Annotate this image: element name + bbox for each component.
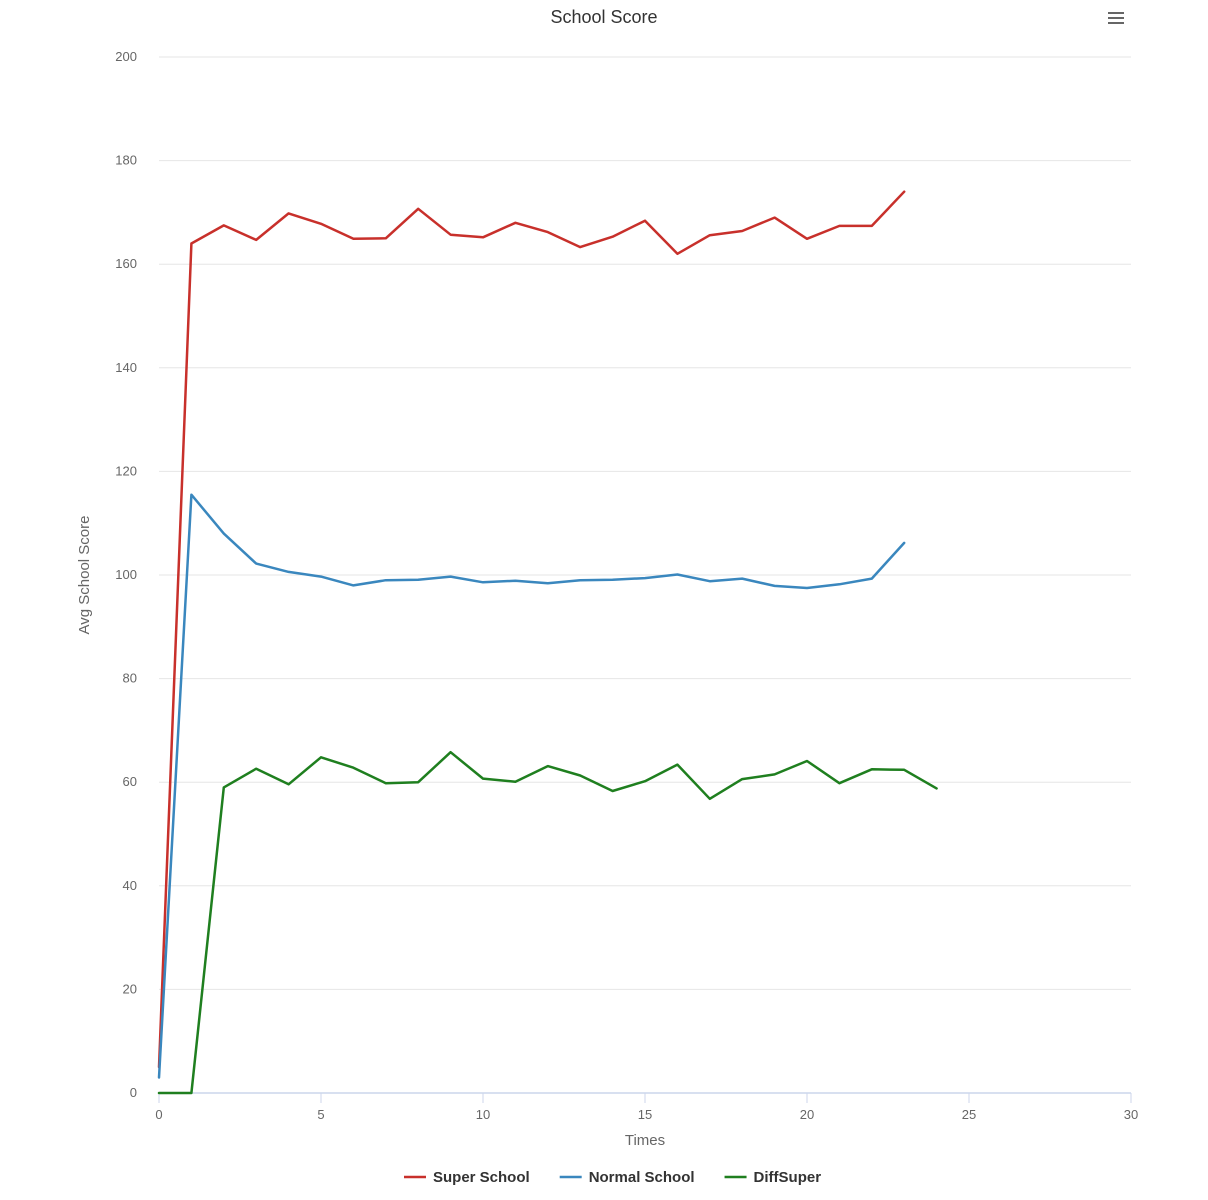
y-tick-label: 0	[130, 1085, 137, 1100]
legend-label: Normal School	[589, 1169, 695, 1186]
series-line-super-school	[157, 190, 906, 1069]
x-tick-label: 25	[962, 1107, 976, 1122]
y-tick-label: 120	[115, 463, 137, 478]
y-axis-ticks: 0 20 40 60 80 100 120 140 160 180 200	[115, 49, 137, 1100]
y-tick-label: 100	[115, 567, 137, 582]
y-tick-label: 60	[123, 774, 137, 789]
x-tick-label: 20	[800, 1107, 814, 1122]
y-axis-title: Avg School Score	[76, 516, 93, 635]
hamburger-menu-icon	[1108, 12, 1124, 24]
x-tick-label: 30	[1124, 1107, 1138, 1122]
y-tick-label: 80	[123, 671, 137, 686]
x-axis-title: Times	[625, 1132, 665, 1149]
grid-lines	[159, 56, 1131, 990]
y-tick-label: 20	[123, 981, 137, 996]
x-tick-label: 15	[638, 1107, 652, 1122]
x-tick-label: 10	[476, 1107, 490, 1122]
x-axis: 0 5 10 15 20 25 30	[155, 1092, 1138, 1122]
series-line-normal-school	[157, 493, 906, 1079]
legend-item[interactable]: Super School	[404, 1169, 530, 1186]
x-tick-label: 0	[155, 1107, 162, 1122]
legend: Super School Normal School DiffSuper	[404, 1169, 821, 1186]
chart-title: School Score	[550, 7, 657, 27]
legend-label: DiffSuper	[754, 1169, 822, 1186]
y-tick-label: 160	[115, 256, 137, 271]
y-tick-label: 200	[115, 49, 137, 64]
y-tick-label: 140	[115, 360, 137, 375]
y-tick-label: 180	[115, 153, 137, 168]
legend-item[interactable]: DiffSuper	[724, 1169, 822, 1186]
menu-button[interactable]	[1100, 6, 1132, 32]
series-lines	[157, 190, 938, 1095]
series-line-diffsuper	[157, 750, 938, 1095]
legend-item[interactable]: Normal School	[559, 1169, 695, 1186]
legend-label: Super School	[433, 1169, 530, 1186]
y-tick-label: 40	[123, 878, 137, 893]
x-tick-label: 5	[317, 1107, 324, 1122]
